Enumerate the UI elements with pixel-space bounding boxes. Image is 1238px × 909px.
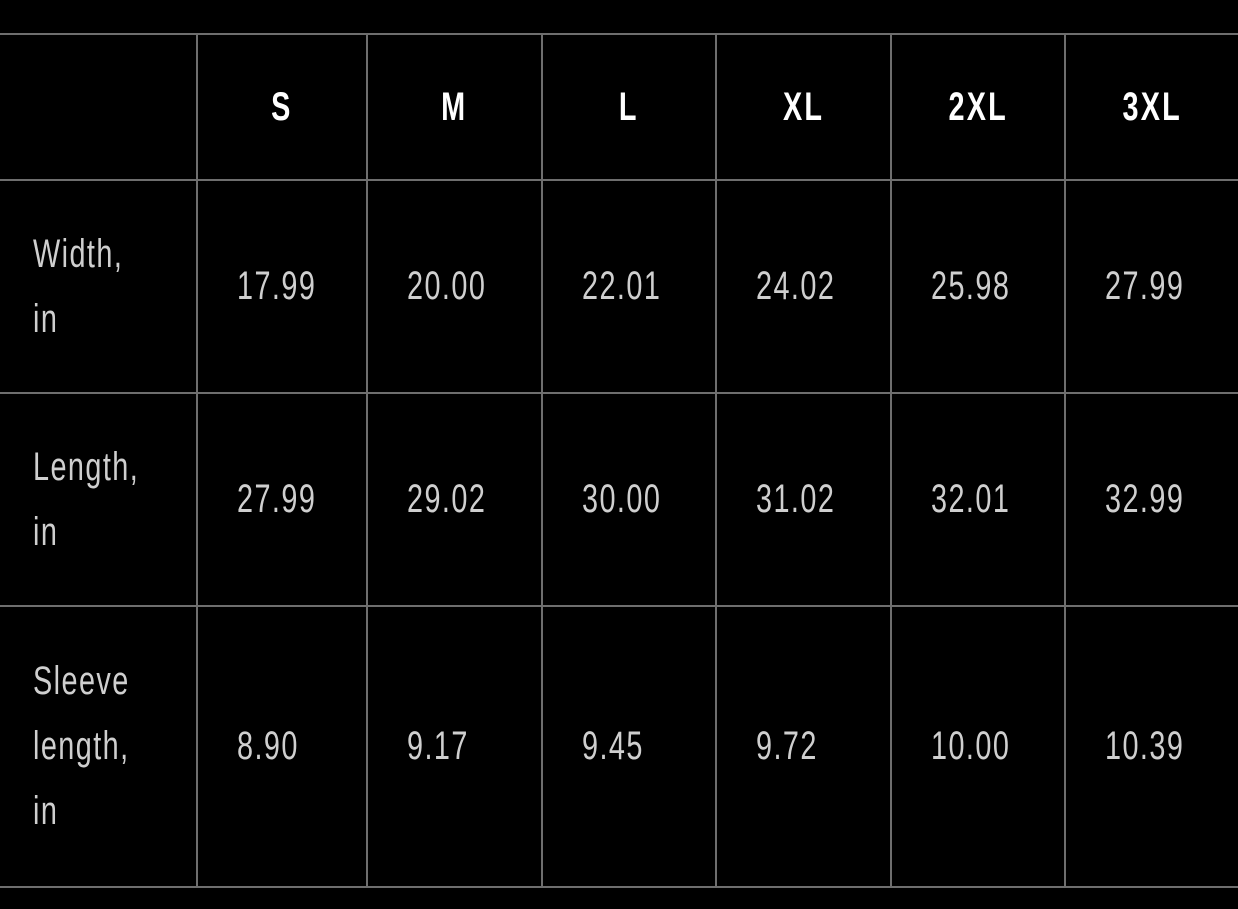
row-label: Sleeve length, in (0, 605, 198, 888)
table-cell: 10.00 (890, 605, 1066, 888)
header-size-xl: XL (715, 33, 892, 181)
table-cell: 25.98 (890, 179, 1066, 394)
row-label: Width, in (0, 179, 198, 394)
table-cell: 8.90 (196, 605, 368, 888)
header-size-3xl: 3XL (1064, 33, 1238, 181)
table-cell: 17.99 (196, 179, 368, 394)
table-cell: 31.02 (715, 392, 892, 607)
table-cell: 9.72 (715, 605, 892, 888)
header-corner (0, 33, 198, 181)
table-cell: 20.00 (366, 179, 543, 394)
table-cell: 27.99 (1064, 179, 1238, 394)
header-size-s: S (196, 33, 368, 181)
table-cell: 27.99 (196, 392, 368, 607)
table-cell: 32.99 (1064, 392, 1238, 607)
size-chart-table: S M L XL 2XL 3XL Width, in 17.99 20.00 2… (0, 33, 1238, 888)
row-label: Length, in (0, 392, 198, 607)
table-cell: 24.02 (715, 179, 892, 394)
header-size-l: L (541, 33, 717, 181)
table-row-sleeve-length: Sleeve length, in 8.90 9.17 9.45 9.72 10… (0, 605, 1238, 888)
table-cell: 32.01 (890, 392, 1066, 607)
table-cell: 10.39 (1064, 605, 1238, 888)
header-size-2xl: 2XL (890, 33, 1066, 181)
header-row: S M L XL 2XL 3XL (0, 33, 1238, 181)
table-cell: 9.45 (541, 605, 717, 888)
table-cell: 30.00 (541, 392, 717, 607)
table-row-width: Width, in 17.99 20.00 22.01 24.02 25.98 … (0, 179, 1238, 394)
table-cell: 22.01 (541, 179, 717, 394)
header-size-m: M (366, 33, 543, 181)
table-row-length: Length, in 27.99 29.02 30.00 31.02 32.01… (0, 392, 1238, 607)
table-cell: 29.02 (366, 392, 543, 607)
table-cell: 9.17 (366, 605, 543, 888)
